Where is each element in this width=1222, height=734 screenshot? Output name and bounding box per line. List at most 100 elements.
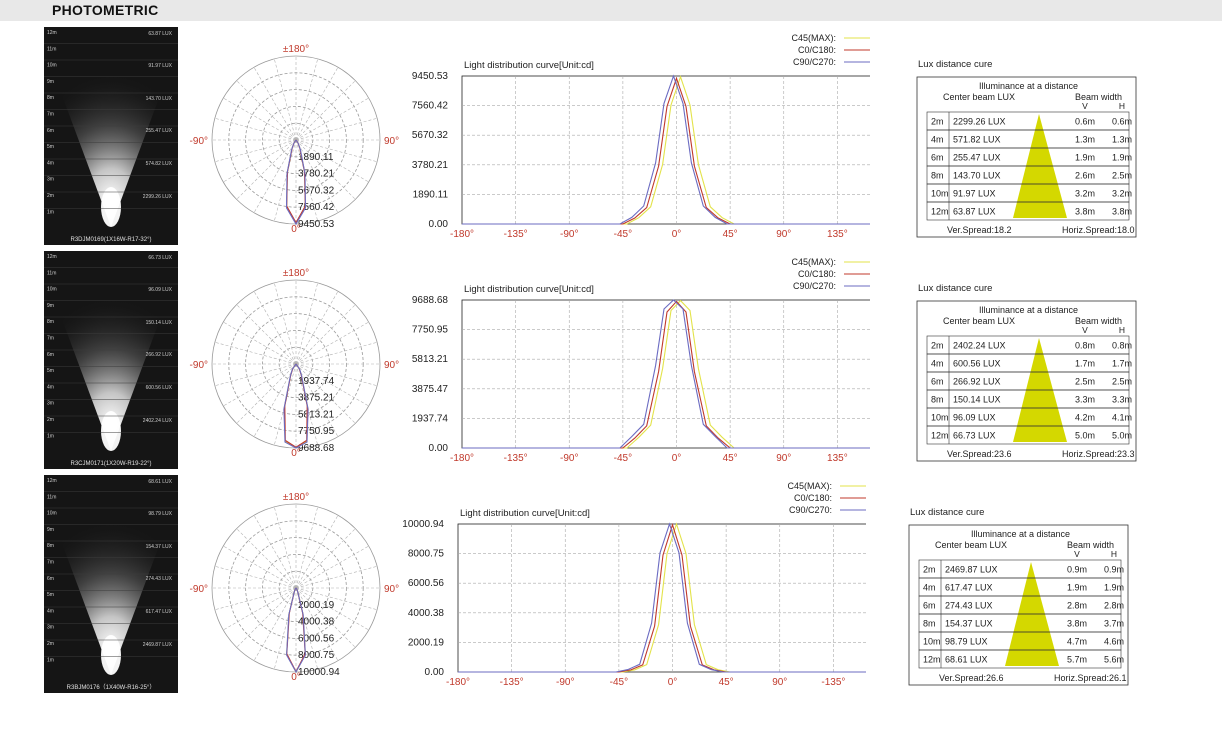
beam-distance-label: 7m bbox=[47, 336, 54, 342]
row-distance: 12m bbox=[923, 655, 941, 665]
x-tick-label: -90° bbox=[556, 677, 574, 688]
polar-lobe bbox=[285, 139, 307, 226]
y-tick-label: 2000.19 bbox=[408, 637, 445, 648]
polar-spoke bbox=[223, 139, 297, 183]
polar-spoke bbox=[295, 506, 319, 589]
polar-top-label: ±180° bbox=[283, 492, 309, 503]
beam-lux-label: 574.82 LUX bbox=[146, 161, 173, 167]
polar-spoke bbox=[253, 515, 297, 589]
col-beam-header: Beam width bbox=[1075, 92, 1122, 102]
row-beam-h: 0.9m bbox=[1104, 565, 1124, 575]
table-row bbox=[918, 649, 1122, 669]
row-beam-h: 3.3m bbox=[1112, 395, 1132, 405]
legend-label: C90/C270: bbox=[793, 281, 836, 291]
beam-lux-label: 600.56 LUX bbox=[146, 385, 173, 391]
lux-distance-panel: Lux distance cure Illuminance at a distan… bbox=[916, 283, 1137, 462]
beam-distance-label: 1m bbox=[47, 433, 54, 439]
polar-spoke bbox=[223, 97, 297, 141]
y-tick-label: 3875.47 bbox=[412, 384, 449, 395]
row-lux: 2469.87 LUX bbox=[945, 565, 998, 575]
row-lux: 154.37 LUX bbox=[945, 619, 993, 629]
chart-title: Light distribution curve[Unit:cd] bbox=[464, 60, 594, 71]
x-tick-label: -135° bbox=[500, 677, 524, 688]
polar-diagram: ±180° -90° 90° 0° 1890.11 3780.21 5670.32 7560.… bbox=[190, 44, 400, 235]
row-beam-h: 4.1m bbox=[1112, 413, 1132, 423]
polar-ring-label: 3780.21 bbox=[298, 169, 335, 180]
lux-distance-panel: Lux distance cure Illuminance at a distan… bbox=[916, 59, 1137, 238]
photometric-row: 12m 11m 10m 9m 8m 7m 6m 5m 4m 3m 2m 1m 63.87 LUX 91.9… bbox=[0, 27, 1222, 249]
polar-spoke bbox=[236, 528, 297, 589]
polar-spoke bbox=[295, 321, 369, 365]
x-tick-label: -45° bbox=[610, 677, 628, 688]
polar-spoke bbox=[214, 363, 297, 387]
polar-ring-label: 1890.11 bbox=[298, 152, 334, 163]
chart-title: Light distribution curve[Unit:cd] bbox=[464, 284, 594, 295]
polar-spoke bbox=[273, 139, 297, 222]
row-beam-h: 3.2m bbox=[1112, 189, 1132, 199]
beam-distance-label: 3m bbox=[47, 625, 54, 631]
beam-lux-label: 255.47 LUX bbox=[146, 128, 173, 134]
ver-spread: Ver.Spread:18.2 bbox=[947, 225, 1012, 235]
row-lux: 266.92 LUX bbox=[953, 377, 1001, 387]
ver-spread: Ver.Spread:23.6 bbox=[947, 449, 1012, 459]
y-tick-label: 1890.11 bbox=[413, 189, 449, 200]
series-line bbox=[458, 522, 866, 673]
beam-lux-label: 154.37 LUX bbox=[146, 544, 173, 550]
polar-spoke bbox=[295, 67, 339, 141]
polar-spoke bbox=[295, 565, 378, 589]
x-tick-label: -90° bbox=[560, 453, 578, 464]
beam-distance-label: 3m bbox=[47, 401, 54, 407]
plot-area bbox=[461, 299, 870, 449]
polar-spoke bbox=[295, 139, 369, 183]
photometric-row: 12m 11m 10m 9m 8m 7m 6m 5m 4m 3m 2m 1m 66.73 LUX 96.0… bbox=[0, 251, 1222, 473]
row-beam-h: 1.9m bbox=[1104, 583, 1124, 593]
row-distance: 8m bbox=[923, 619, 936, 629]
beam-lux-label: 63.87 LUX bbox=[148, 31, 172, 37]
legend-label: C90/C270: bbox=[793, 57, 836, 67]
row-lux: 255.47 LUX bbox=[953, 153, 1001, 163]
x-tick-label: 45° bbox=[723, 229, 738, 240]
polar-left-label: -90° bbox=[190, 360, 208, 371]
beam-distance-label: 1m bbox=[47, 657, 54, 663]
lux-distance-panel: Lux distance cure Illuminance at a distan… bbox=[908, 507, 1129, 686]
polar-ring-label: 3875.21 bbox=[298, 393, 335, 404]
y-tick-label: 6000.56 bbox=[408, 578, 445, 589]
y-tick-label: 4000.38 bbox=[408, 608, 445, 619]
legend-label: C90/C270: bbox=[789, 505, 832, 515]
polar-bottom-label: 0° bbox=[291, 224, 301, 235]
col-h-header: H bbox=[1111, 549, 1117, 559]
y-tick-label: 1937.74 bbox=[412, 413, 449, 424]
series-line bbox=[462, 75, 870, 225]
row-distance: 2m bbox=[931, 117, 944, 127]
polar-spoke bbox=[295, 515, 339, 589]
polar-spoke bbox=[236, 304, 297, 365]
polar-spoke bbox=[214, 565, 297, 589]
polar-left-label: -90° bbox=[190, 136, 208, 147]
polar-spoke bbox=[214, 587, 297, 611]
col-beam-header: Beam width bbox=[1067, 540, 1114, 550]
beam-caption: R3BJM0176（1X40W-R16-25°） bbox=[67, 684, 156, 691]
lux-heading: Lux distance cure bbox=[918, 59, 992, 70]
row-lux: 63.87 LUX bbox=[953, 207, 996, 217]
beam-hotspot bbox=[101, 187, 121, 227]
polar-spoke bbox=[295, 80, 356, 141]
polar-lobe bbox=[286, 587, 306, 674]
row-beam-h: 5.0m bbox=[1112, 431, 1132, 441]
row-distance: 6m bbox=[931, 153, 944, 163]
polar-bottom-label: 0° bbox=[291, 672, 301, 683]
polar-spoke bbox=[214, 117, 297, 141]
row-beam-h: 1.3m bbox=[1112, 135, 1132, 145]
beam-distance-label: 11m bbox=[47, 46, 56, 52]
row-distance: 8m bbox=[931, 171, 944, 181]
polar-spoke bbox=[223, 363, 297, 407]
polar-spoke bbox=[295, 97, 369, 141]
x-tick-label: -45° bbox=[614, 229, 632, 240]
polar-right-label: 90° bbox=[384, 584, 399, 595]
col-v-header: V bbox=[1074, 549, 1080, 559]
y-tick-label: 8000.75 bbox=[408, 549, 445, 560]
polar-ring-label: 1937.74 bbox=[298, 376, 335, 387]
legend-label: C45(MAX): bbox=[791, 33, 836, 43]
row-lux: 150.14 LUX bbox=[953, 395, 1001, 405]
table-row bbox=[926, 201, 1130, 221]
beam-distance-label: 5m bbox=[47, 144, 54, 150]
